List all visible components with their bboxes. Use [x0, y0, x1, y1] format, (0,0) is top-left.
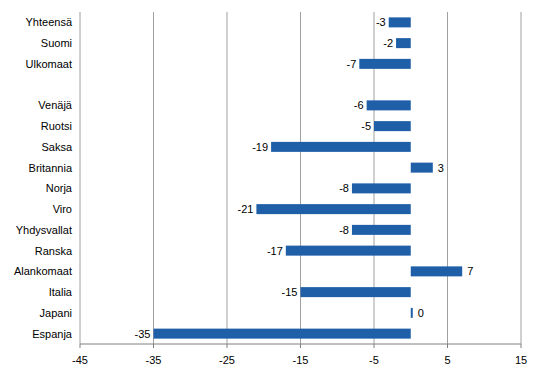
grid-line: [80, 12, 81, 344]
grid-line: [521, 12, 522, 344]
tick-mark: [80, 344, 81, 348]
tick-mark: [227, 344, 228, 348]
bar: [359, 59, 410, 69]
data-label: -19: [252, 141, 268, 153]
category-label: Espanja: [32, 328, 73, 340]
category-label: Suomi: [41, 37, 72, 49]
bar: [411, 266, 462, 276]
bar: [271, 142, 411, 152]
tick-label: 5: [444, 354, 450, 366]
category-label: Yhdysvallat: [16, 224, 72, 236]
category-label: Italia: [49, 286, 73, 298]
tick-mark: [447, 344, 448, 348]
x-axis: [80, 344, 521, 345]
bar: [286, 246, 411, 256]
tick-mark: [521, 344, 522, 348]
category-label: Yhteensä: [26, 16, 73, 28]
bar: [411, 163, 433, 173]
grid-line: [153, 12, 154, 344]
data-label: 0: [418, 307, 424, 319]
grid-line: [447, 12, 448, 344]
bar: [396, 38, 411, 48]
data-label: -17: [267, 245, 283, 257]
bar: [374, 121, 411, 131]
data-label: 3: [438, 162, 444, 174]
category-label: Norja: [46, 182, 73, 194]
data-label: -35: [135, 328, 151, 340]
data-label: -8: [339, 182, 349, 194]
category-label: Ulkomaat: [26, 58, 72, 70]
data-label: -3: [376, 16, 386, 28]
tick-label: 15: [515, 354, 527, 366]
data-label: -21: [237, 203, 253, 215]
bar: [256, 204, 410, 214]
bars: [154, 17, 463, 338]
tick-label: -25: [219, 354, 235, 366]
category-label: Japani: [40, 307, 72, 319]
tick-mark: [374, 344, 375, 348]
data-label: -6: [354, 99, 364, 111]
bar: [389, 17, 411, 27]
category-label: Alankomaat: [14, 265, 72, 277]
tick-mark: [300, 344, 301, 348]
bar: [411, 308, 413, 318]
tick-label: -5: [369, 354, 379, 366]
category-label: Venäjä: [38, 99, 73, 111]
category-label: Britannia: [29, 162, 73, 174]
bar: [352, 183, 411, 193]
tick-label: -35: [146, 354, 162, 366]
bar: [352, 225, 411, 235]
tick-mark: [153, 344, 154, 348]
category-label: Viro: [53, 203, 72, 215]
tick-label: -15: [293, 354, 309, 366]
data-label: -8: [339, 224, 349, 236]
bar: [367, 100, 411, 110]
tick-label: -45: [72, 354, 88, 366]
chart: -45 -35 -25 -15 -5 5 15 Yhteensä -3 Suomi -2 Ulkoma…: [0, 0, 546, 376]
data-label: -15: [282, 286, 298, 298]
category-label: Saksa: [41, 141, 72, 153]
bar: [154, 329, 411, 339]
data-label: -7: [347, 58, 357, 70]
data-label: -2: [383, 37, 393, 49]
data-label: -5: [361, 120, 371, 132]
data-label: 7: [467, 265, 473, 277]
bar: [301, 287, 411, 297]
category-label: Ranska: [35, 245, 73, 257]
category-label: Ruotsi: [41, 120, 72, 132]
grid-line: [227, 12, 228, 344]
